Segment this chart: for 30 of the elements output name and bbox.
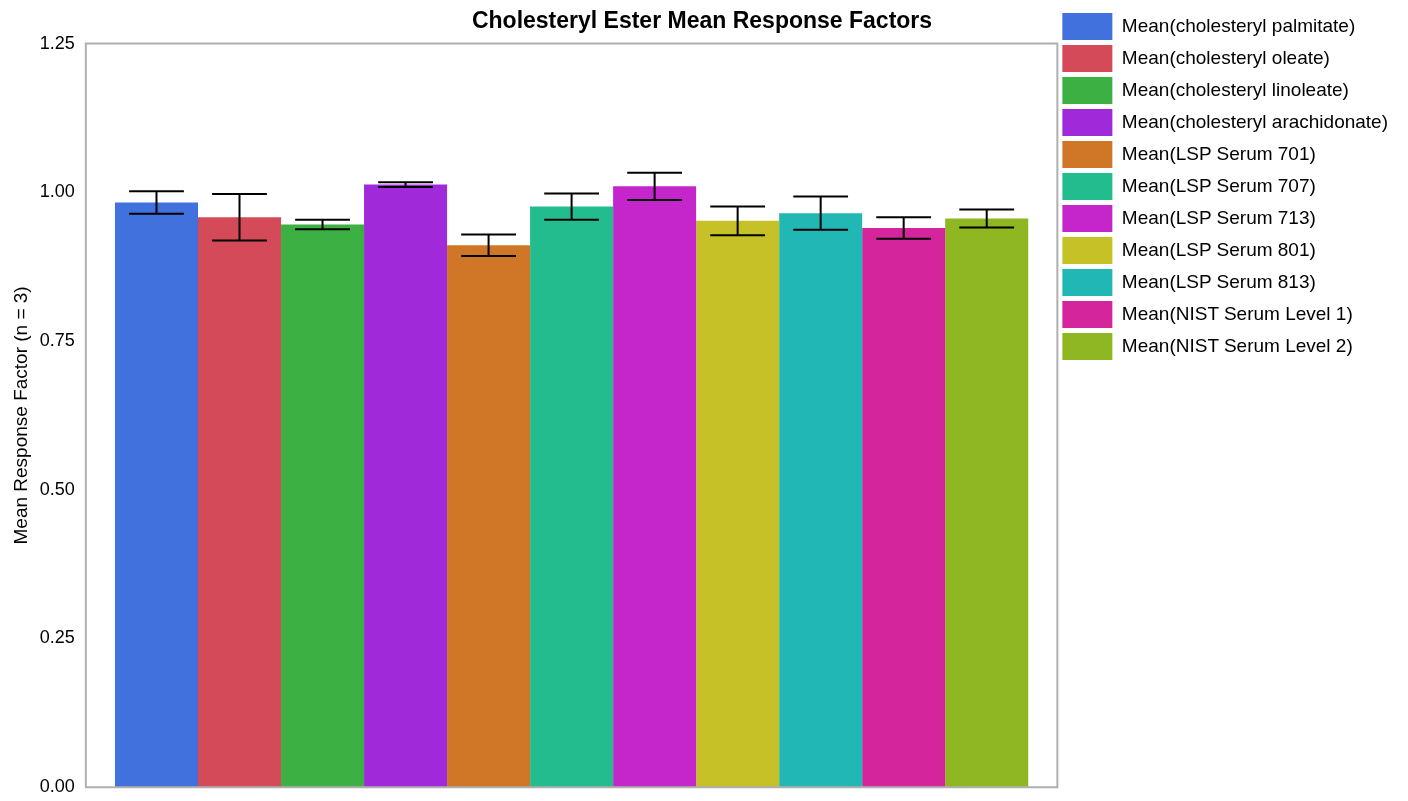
legend-label: Mean(LSP Serum 713) (1121, 206, 1316, 228)
legend-label: Mean(cholesteryl linoleate) (1121, 78, 1349, 100)
bar (779, 213, 863, 788)
y-tick-label: 1.25 (39, 32, 75, 53)
bar (114, 202, 198, 788)
legend-label: Mean(cholesteryl arachidonate) (1121, 110, 1388, 132)
legend-label: Mean(LSP Serum 801) (1121, 238, 1316, 260)
bar (198, 217, 282, 788)
legend-label: Mean(LSP Serum 707) (1121, 174, 1316, 196)
bar (613, 186, 697, 788)
legend-label: Mean(cholesteryl oleate) (1121, 46, 1330, 68)
y-tick-label: 0.50 (39, 478, 75, 499)
y-axis-title: Mean Response Factor (n = 3) (9, 286, 31, 545)
legend-label: Mean(cholesteryl palmitate) (1121, 14, 1356, 36)
bar (447, 245, 531, 788)
bar (862, 228, 946, 788)
y-tick-label: 1.00 (39, 181, 75, 202)
legend-label: Mean(NIST Serum Level 1) (1121, 302, 1353, 324)
y-tick-label: 0.75 (39, 330, 75, 351)
y-tick-label: 0.00 (39, 776, 75, 797)
legend-label: Mean(LSP Serum 701) (1121, 142, 1316, 164)
y-tick-label: 0.25 (39, 627, 75, 648)
chart-title: Cholesteryl Ester Mean Response Factors (471, 7, 933, 34)
bar (945, 218, 1029, 788)
bar (364, 184, 448, 788)
bar (696, 220, 780, 788)
legend-label: Mean(NIST Serum Level 2) (1121, 334, 1353, 356)
bar (530, 206, 614, 788)
legend-label: Mean(LSP Serum 813) (1121, 270, 1316, 292)
bar (281, 224, 365, 788)
